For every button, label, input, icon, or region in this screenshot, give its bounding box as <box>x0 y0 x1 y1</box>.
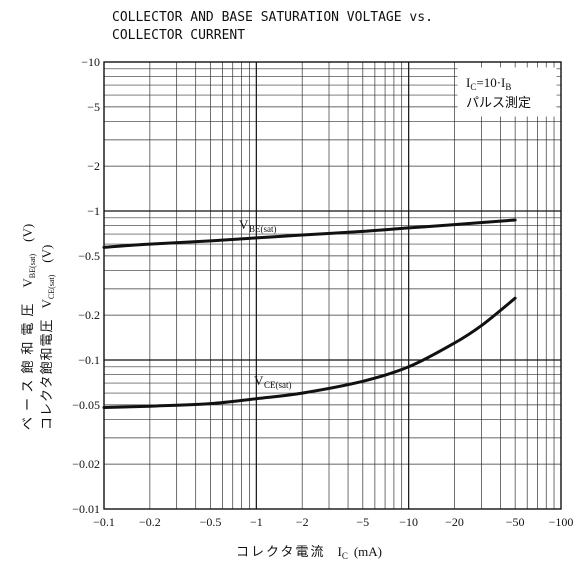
series-label-symbol: V <box>239 217 249 232</box>
y-tick-label: −0.02 <box>72 457 100 471</box>
y-tick-label: −2 <box>87 159 100 173</box>
series-label: V BE(sat) <box>239 217 277 234</box>
series-label: V CE(sat) <box>254 373 292 390</box>
x-axis-label-text: コレクタ電流 IC (mA) <box>236 544 382 561</box>
x-tick-label: −0.1 <box>93 515 115 529</box>
chart-title-line-2: COLLECTOR CURRENT <box>112 28 245 43</box>
x-tick-label: −2 <box>296 515 309 529</box>
y-axis-label: ベース飽和電圧VBE(sat)(V)コレクタ飽和電圧VCE(sat)(V) <box>20 224 56 430</box>
y-tick-label: −5 <box>87 100 100 114</box>
x-tick-label: −50 <box>506 515 525 529</box>
x-tick-label: −0.2 <box>139 515 161 529</box>
y-tick-label: −0.5 <box>78 249 100 263</box>
y-tick-label: −1 <box>87 204 100 218</box>
x-tick-label: −5 <box>356 515 369 529</box>
y-tick-labels: −10 −5 −2 −1 −0.5 −0.2 −0.1 −0.05 −0.02 −0.01 <box>72 55 100 516</box>
y-tick-label: −0.01 <box>72 502 100 516</box>
grid-major <box>104 62 561 509</box>
grid-minor <box>104 62 561 509</box>
x-tick-labels: −0.1 −0.2 −0.5 −1 −2 −5 −10 −20 −50 −100 <box>93 515 573 529</box>
condition-note-line-2: パルス測定 <box>466 95 531 110</box>
series-label-symbol: V <box>254 373 264 388</box>
condition-note-line-1: IC=10·IB <box>466 75 511 92</box>
y-tick-label: −0.05 <box>72 398 100 412</box>
series-line-be-sat <box>102 218 517 249</box>
x-axis-label: コレクタ電流 IC (mA) <box>236 544 382 561</box>
series: V BE(sat)V CE(sat) <box>102 217 517 409</box>
x-tick-label: −100 <box>549 515 574 529</box>
chart-title-line-1: COLLECTOR AND BASE SATURATION VOLTAGE vs… <box>112 10 433 25</box>
y-tick-label: −10 <box>81 55 100 69</box>
y-axis-label-line1: ベース飽和電圧VBE(sat)(V) <box>20 224 37 430</box>
series-label-subscript: BE(sat) <box>249 224 277 234</box>
x-tick-label: −20 <box>445 515 464 529</box>
condition-note: IC=10·IB パルス測定 <box>457 67 557 117</box>
plot-frame <box>103 61 562 510</box>
x-tick-label: −0.5 <box>200 515 222 529</box>
series-label-subscript: CE(sat) <box>264 380 292 390</box>
series-line-ce-sat <box>102 296 517 409</box>
x-tick-label: −1 <box>250 515 263 529</box>
chart-title: COLLECTOR AND BASE SATURATION VOLTAGE vs… <box>112 10 433 43</box>
y-tick-label: −0.1 <box>78 353 100 367</box>
x-tick-label: −10 <box>399 515 418 529</box>
y-tick-label: −0.2 <box>78 308 100 322</box>
condition-note-bg <box>457 67 557 117</box>
y-axis-label-line2: コレクタ飽和電圧VCE(sat)(V) <box>39 245 56 430</box>
